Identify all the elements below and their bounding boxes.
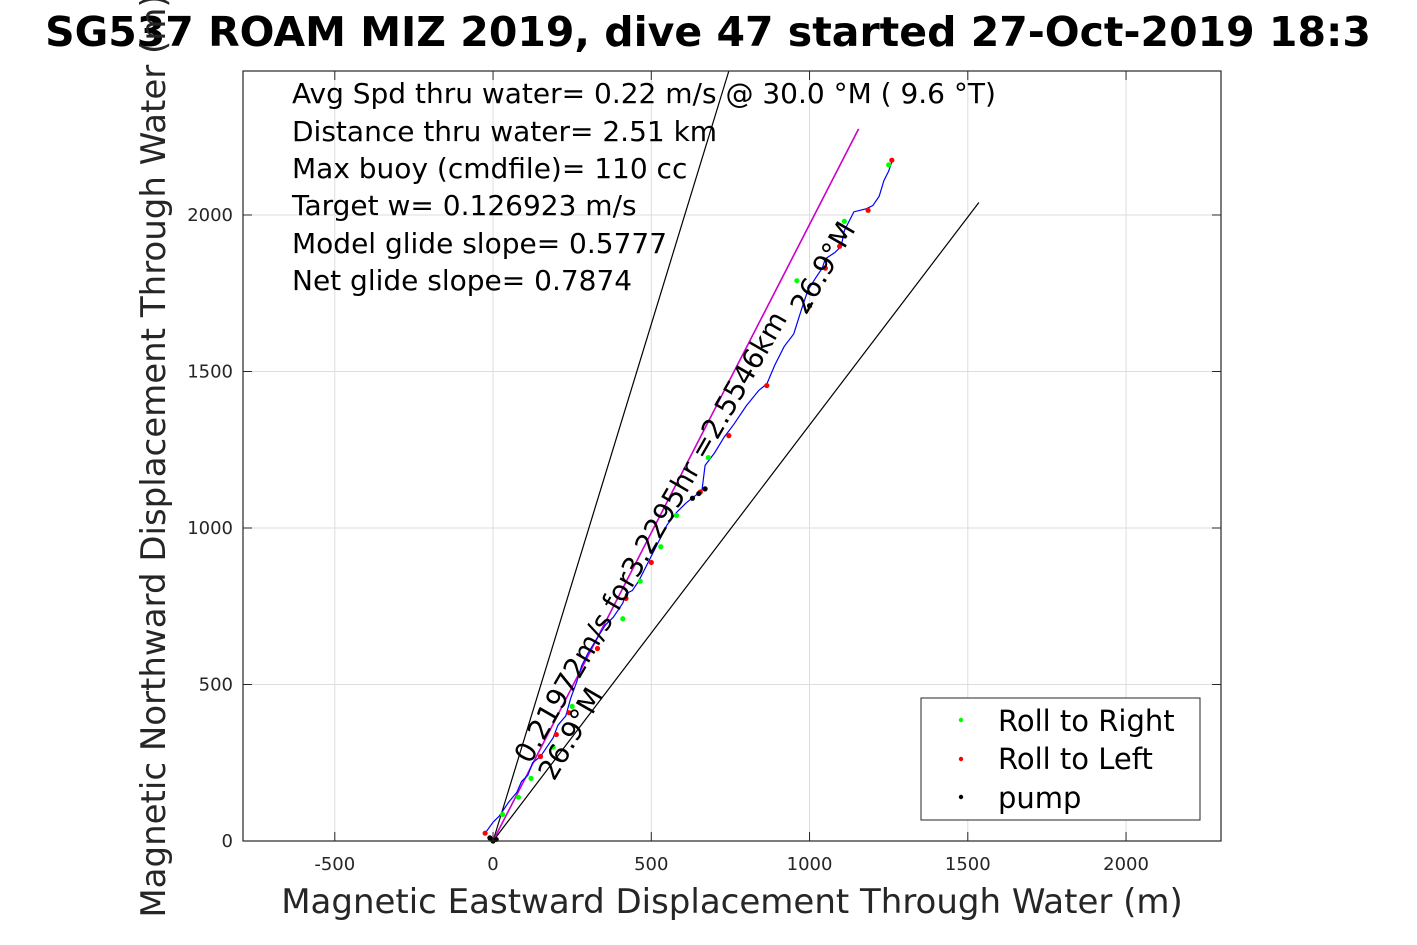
legend-box: [920, 697, 1201, 821]
point-roll-to-right: [637, 578, 643, 584]
grid: [243, 71, 1221, 842]
chart-title: SG537 ROAM MIZ 2019, dive 47 started 27-…: [45, 8, 1371, 56]
point-roll-to-right: [841, 218, 847, 224]
point-roll-to-left: [566, 710, 572, 716]
y-axis-label: Magnetic Northward Displacement Through …: [134, 0, 174, 918]
guide-line: [492, 128, 860, 842]
x-tick-label: -500: [314, 854, 355, 875]
point-roll-to-right: [550, 744, 556, 750]
legend-marker-pump: [958, 794, 964, 800]
point-pump: [806, 303, 813, 309]
point-roll-to-left: [623, 595, 629, 602]
point-roll-to-left: [648, 559, 654, 566]
point-pump: [696, 490, 702, 497]
point-roll-to-left: [764, 382, 770, 389]
point-roll-to-right: [569, 703, 575, 710]
point-roll-to-right: [658, 544, 664, 550]
info-line-avg-speed: Avg Spd thru water= 0.22 m/s @ 30.0 °M (…: [292, 77, 996, 110]
point-pump: [487, 835, 493, 841]
series-layer: [482, 157, 895, 844]
x-tick-label: 500: [634, 854, 668, 875]
x-tick-label: 1000: [787, 854, 833, 875]
point-roll-to-right: [515, 794, 521, 800]
point-roll-to-right: [528, 775, 534, 781]
guide-lines: [492, 70, 980, 842]
point-roll-to-left: [594, 645, 601, 652]
point-roll-to-left: [865, 207, 871, 213]
point-roll-to-right: [794, 278, 800, 284]
legend-label-roll-left: Roll to Left: [998, 742, 1153, 776]
info-line-model-glide: Model glide slope= 0.5777: [292, 227, 667, 260]
point-roll-to-left: [482, 830, 488, 836]
ticks: -500 0 500 1000 1500 2000 0 500 1000 1500 2000: [187, 71, 1221, 875]
point-roll-to-right: [674, 512, 680, 519]
x-axis-label: Magnetic Eastward Displacement Through W…: [281, 882, 1183, 922]
y-tick-label: 500: [199, 674, 233, 695]
info-line-target-w: Target w= 0.126923 m/s: [291, 189, 637, 222]
info-box: Avg Spd thru water= 0.22 m/s @ 30.0 °M (…: [291, 77, 996, 297]
info-line-max-buoy: Max buoy (cmdfile)= 110 cc: [292, 152, 687, 185]
guide-line: [492, 202, 980, 842]
guide-line: [492, 70, 730, 842]
y-tick-label: 1500: [187, 361, 233, 382]
y-tick-label: 2000: [187, 205, 233, 226]
point-roll-to-left: [726, 433, 732, 439]
series-line-track: [484, 161, 893, 834]
info-line-net-glide: Net glide slope= 0.7874: [292, 264, 632, 297]
point-roll-to-right: [620, 616, 626, 622]
point-roll-to-left: [837, 243, 843, 249]
legend-label-pump: pump: [998, 781, 1081, 815]
info-line-distance: Distance thru water= 2.51 km: [292, 115, 717, 148]
point-roll-to-right: [705, 454, 711, 461]
point-roll-to-left: [822, 265, 828, 271]
point-roll-to-right: [886, 162, 892, 168]
point-roll-to-right: [499, 811, 506, 817]
x-tick-label: 1500: [945, 854, 991, 875]
legend: Roll to Right Roll to Left pump: [920, 697, 1201, 821]
point-pump: [702, 486, 708, 492]
point-pump: [689, 495, 696, 501]
point-roll-to-left: [553, 731, 559, 738]
point-roll-to-left: [537, 753, 544, 760]
y-tick-label: 0: [222, 831, 233, 852]
x-tick-label: 2000: [1103, 854, 1149, 875]
legend-marker-roll-right: [958, 717, 964, 723]
point-roll-to-left: [889, 157, 895, 163]
legend-marker-roll-left: [958, 756, 964, 762]
legend-label-roll-right: Roll to Right: [998, 704, 1175, 738]
x-tick-label: 0: [487, 854, 498, 875]
plot-frame: [242, 70, 1222, 842]
y-tick-label: 1000: [187, 518, 233, 539]
